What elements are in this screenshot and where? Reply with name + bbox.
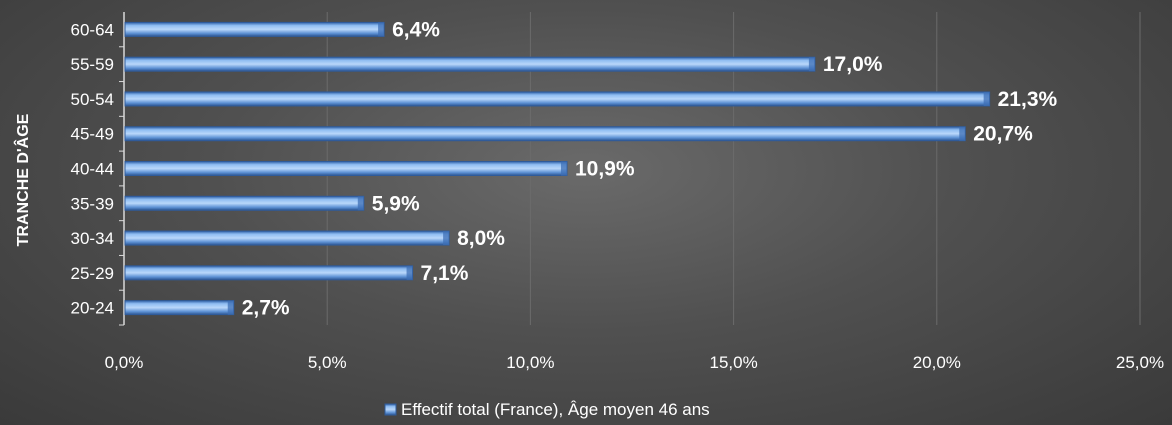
bar-end-cap [378, 22, 385, 37]
category-label: 55-59 [71, 55, 114, 74]
data-label: 6,4% [392, 18, 440, 41]
data-label: 7,1% [421, 262, 469, 285]
data-label: 20,7% [973, 123, 1033, 146]
data-label: 5,9% [372, 192, 420, 215]
bar [124, 265, 414, 281]
bar-end-cap [808, 57, 815, 72]
category-label: 25-29 [71, 264, 114, 283]
axes [119, 12, 125, 326]
bar-end-cap [443, 231, 450, 246]
data-label: 8,0% [457, 227, 505, 250]
category-label: 40-44 [71, 160, 114, 179]
bar [124, 56, 816, 72]
bar [124, 195, 365, 211]
bar-end-cap [357, 196, 364, 211]
bar-end-cap [959, 126, 966, 141]
legend-label: Effectif total (France), Âge moyen 46 an… [401, 400, 710, 419]
data-label: 10,9% [575, 158, 635, 181]
x-tick-label: 15,0% [709, 353, 757, 372]
bar-end-cap [983, 91, 990, 106]
x-tick-label: 25,0% [1116, 353, 1164, 372]
bar-end-cap [406, 265, 413, 280]
x-tick-label: 0,0% [105, 353, 144, 372]
category-label: 30-34 [71, 229, 114, 248]
legend: Effectif total (France), Âge moyen 46 an… [384, 400, 710, 419]
labels: 0,0% 5,0% 10,0% 15,0% 20,0% 25,0% 20-24 2,7% 25-… [71, 18, 1165, 372]
data-label: 17,0% [823, 53, 883, 76]
bar [124, 91, 991, 107]
legend-swatch [384, 403, 397, 416]
bar [124, 300, 235, 316]
bar [124, 230, 450, 246]
bar [124, 21, 385, 37]
bar-end-cap [560, 161, 567, 176]
bar-end-cap [227, 300, 234, 315]
category-label: 60-64 [71, 20, 114, 39]
data-label: 21,3% [998, 88, 1058, 111]
x-tick-label: 10,0% [506, 353, 554, 372]
bar [124, 161, 568, 176]
data-label: 2,7% [242, 297, 290, 320]
y-axis-title: TRANCHE D'ÂGE [13, 113, 32, 246]
x-tick-label: 20,0% [913, 353, 961, 372]
bars [124, 21, 991, 316]
category-label: 45-49 [71, 125, 114, 144]
bar [124, 126, 966, 142]
category-label: 20-24 [71, 299, 114, 318]
category-label: 50-54 [71, 90, 114, 109]
category-label: 35-39 [71, 194, 114, 213]
x-tick-label: 5,0% [308, 353, 347, 372]
